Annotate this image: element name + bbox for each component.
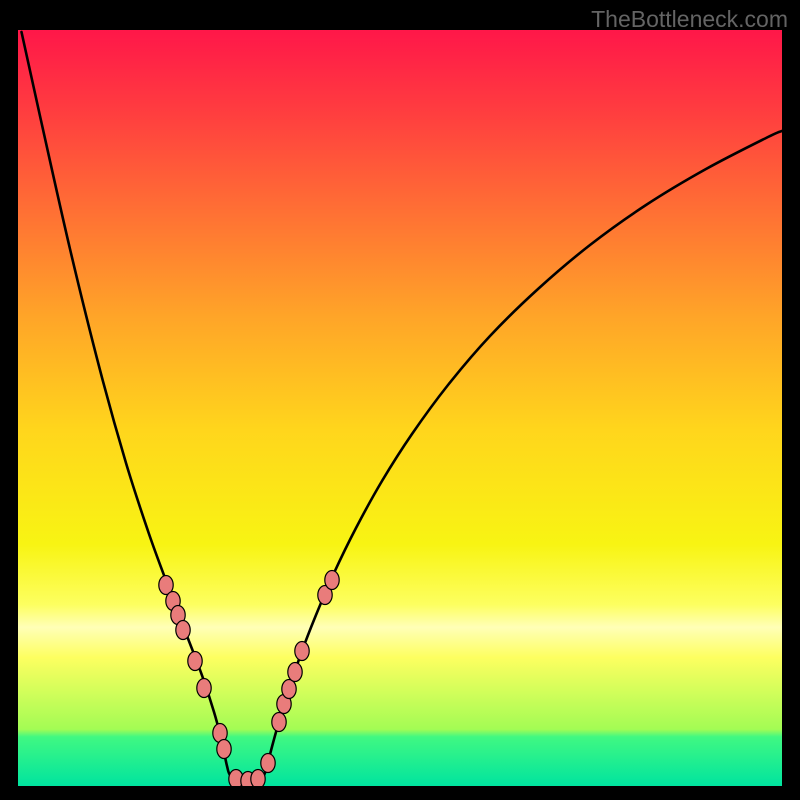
marker-dot [272, 713, 286, 732]
marker-dot [282, 680, 296, 699]
marker-dot [261, 754, 275, 773]
marker-dot [217, 740, 231, 759]
marker-dot [325, 571, 339, 590]
curve-svg [18, 30, 782, 786]
marker-dot [176, 621, 190, 640]
marker-group [159, 571, 339, 787]
plot-frame [18, 30, 782, 786]
marker-dot [188, 652, 202, 671]
marker-dot [251, 770, 265, 787]
marker-dot [288, 663, 302, 682]
main-curve [22, 32, 783, 781]
plot-area [18, 30, 782, 786]
marker-dot [197, 679, 211, 698]
watermark: TheBottleneck.com [591, 6, 788, 33]
marker-dot [295, 642, 309, 661]
